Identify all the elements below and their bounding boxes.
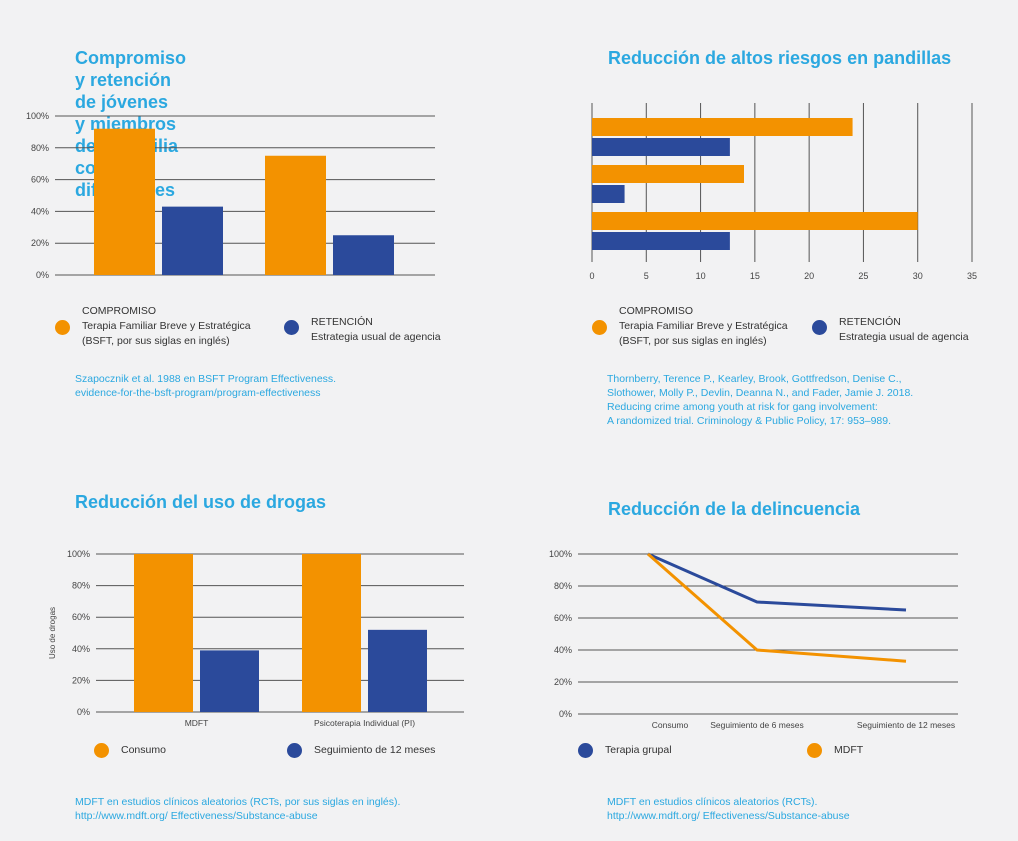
line-mdft — [647, 552, 907, 663]
x-tick-label: 15 — [750, 271, 760, 281]
legend-blue-dot — [812, 320, 827, 335]
legend-mdft: MDFT — [807, 743, 863, 758]
y-tick-label: 100% — [549, 549, 572, 559]
legend-compromiso-2: COMPROMISO Terapia Familiar Breve y Estr… — [592, 304, 788, 349]
bar-blue — [333, 235, 394, 275]
bar-orange — [94, 128, 155, 275]
y-tick-label: 40% — [31, 206, 49, 216]
y-tick-label: 40% — [72, 644, 90, 654]
legend-orange-dot — [55, 320, 70, 335]
legend-orange-dot — [807, 743, 822, 758]
bar-blue — [592, 185, 625, 203]
legend-orange-dot — [94, 743, 109, 758]
x-tick-label: 25 — [858, 271, 868, 281]
legend-terapia-grupal: Terapia grupal — [578, 743, 672, 758]
bar-orange — [302, 554, 361, 712]
legend-blue-dot — [284, 320, 299, 335]
bar-blue — [592, 138, 730, 156]
y-tick-label: 60% — [72, 612, 90, 622]
bar-orange — [592, 118, 853, 136]
legend-blue-dot — [287, 743, 302, 758]
y-tick-label: 60% — [31, 175, 49, 185]
y-tick-label: 20% — [31, 238, 49, 248]
source-citation-4: MDFT en estudios clínicos aleatorios (RC… — [607, 796, 850, 822]
x-tick-label: 20 — [804, 271, 814, 281]
y-tick-label: 0% — [36, 270, 49, 280]
legend-retencion-2: RETENCIÓN Estrategia usual de agencia — [812, 315, 969, 345]
legend-blue-dot — [578, 743, 593, 758]
source-citation-1: Szapocznik et al. 1988 en BSFT Program E… — [75, 373, 337, 399]
bar-orange — [134, 554, 193, 712]
y-tick-label: 20% — [72, 675, 90, 685]
y-tick-label: 100% — [67, 549, 90, 559]
bar-orange — [592, 212, 918, 230]
bar-orange — [592, 165, 744, 183]
y-tick-label: 80% — [72, 581, 90, 591]
bar-blue — [368, 629, 427, 712]
y-tick-label: 80% — [31, 143, 49, 153]
legend-orange-dot — [592, 320, 607, 335]
x-tick-label: Psicoterapia Individual (PI) — [314, 718, 415, 728]
y-tick-label: 100% — [26, 111, 49, 121]
y-tick-label: 60% — [554, 613, 572, 623]
x-tick-label: 0 — [589, 271, 594, 281]
x-tick-label: MDFT — [185, 718, 209, 728]
bar-blue — [200, 650, 259, 712]
source-citation-2: Thornberry, Terence P., Kearley, Brook, … — [607, 373, 914, 427]
chart-title-delinquency: Reducción de la delincuencia — [608, 499, 861, 519]
x-tick-label: 35 — [967, 271, 977, 281]
legend-consumo: Consumo — [94, 743, 166, 758]
bar-blue — [592, 232, 730, 250]
chart-title-gangs: Reducción de altos riesgos en pandillas — [608, 48, 952, 68]
bar-orange — [265, 155, 326, 275]
chart-title-drug-use: Reducción del uso de drogas — [75, 492, 327, 512]
legend-compromiso: COMPROMISO Terapia Familiar Breve y Estr… — [55, 304, 251, 349]
legend-seguimiento: Seguimiento de 12 meses — [287, 743, 435, 758]
x-tick-label: Seguimiento de 6 meses — [710, 720, 804, 730]
y-tick-label: 40% — [554, 645, 572, 655]
legend-retencion: RETENCIÓN Estrategia usual de agencia — [284, 315, 441, 345]
x-tick-label: 10 — [696, 271, 706, 281]
line-terapia-grupal — [647, 552, 907, 612]
y-tick-label: 20% — [554, 677, 572, 687]
bar-blue — [162, 206, 223, 275]
x-tick-label: Seguimiento de 12 meses — [857, 720, 955, 730]
y-tick-label: 0% — [77, 707, 90, 717]
y-tick-label: 0% — [559, 709, 572, 719]
y-tick-label: 80% — [554, 581, 572, 591]
x-tick-label: 30 — [913, 271, 923, 281]
source-citation-3: MDFT en estudios clínicos aleatorios (RC… — [75, 796, 401, 822]
y-axis-label: Uso de drogas — [48, 607, 57, 659]
x-tick-label: 5 — [644, 271, 649, 281]
x-tick-label: Consumo — [652, 720, 689, 730]
